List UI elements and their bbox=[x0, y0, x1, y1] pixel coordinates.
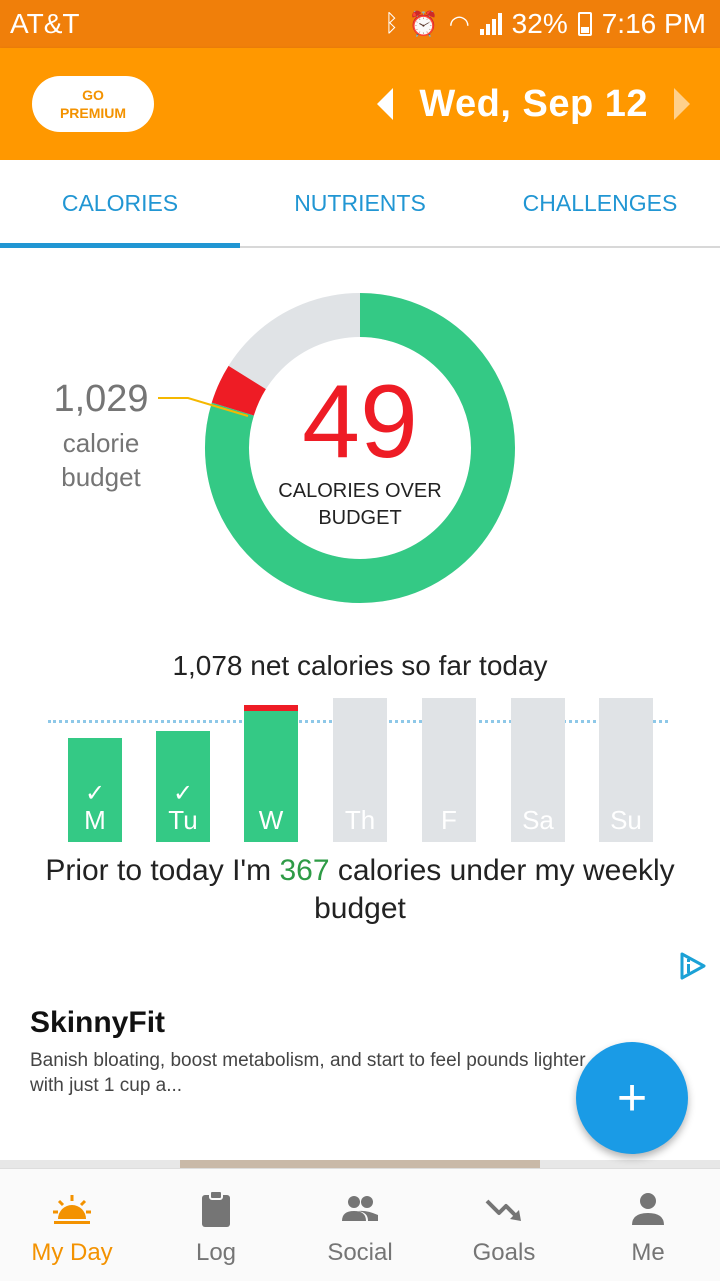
donut-over-arc bbox=[211, 365, 267, 417]
current-date[interactable]: Wed, Sep 12 bbox=[419, 82, 648, 125]
clipboard-icon bbox=[202, 1190, 230, 1227]
tab-calories[interactable]: CALORIES bbox=[0, 160, 240, 248]
prior-suffix: calories under my weekly budget bbox=[314, 854, 675, 925]
clock: 7:16 PM bbox=[601, 8, 706, 39]
people-icon bbox=[342, 1196, 378, 1221]
day-bar-su[interactable]: Su bbox=[599, 698, 653, 842]
go-premium-button[interactable]: GO PREMIUM bbox=[32, 76, 154, 132]
wifi-icon: ◠ bbox=[448, 10, 470, 38]
budget-label: calorie budget bbox=[30, 426, 172, 494]
tab-nutrients[interactable]: NUTRIENTS bbox=[294, 189, 426, 216]
weekly-summary-text: Prior to today I'm 367 calories under my… bbox=[40, 852, 680, 928]
battery-percent: 32% bbox=[511, 8, 568, 39]
calories-over-value: 49 bbox=[302, 364, 418, 480]
person-icon bbox=[632, 1193, 664, 1225]
battery-icon bbox=[577, 12, 592, 36]
over-budget-cap bbox=[244, 705, 298, 711]
nav-label-me: Me bbox=[631, 1239, 665, 1266]
calorie-donut-chart bbox=[158, 293, 515, 603]
next-day-arrow-icon[interactable] bbox=[674, 88, 690, 120]
prior-prefix: Prior to today I'm bbox=[45, 854, 272, 887]
nav-me[interactable]: Me bbox=[576, 1169, 720, 1281]
nav-label-goals: Goals bbox=[472, 1239, 536, 1266]
day-bar-tu[interactable]: ✓ Tu bbox=[156, 731, 210, 842]
ad-image[interactable] bbox=[180, 1160, 540, 1168]
status-bar: AT&T ᛒ ⏰ ◠ 32% 7:16 PM bbox=[0, 0, 720, 48]
day-label: Tu bbox=[168, 805, 198, 835]
nav-log[interactable]: Log bbox=[144, 1169, 288, 1281]
ad-body[interactable]: Banish bloating, boost metabolism, and s… bbox=[30, 1050, 586, 1096]
bluetooth-icon: ᛒ bbox=[384, 10, 399, 37]
weekly-bar-chart[interactable]: ✓ M ✓ Tu W Th F Sa Su bbox=[0, 690, 720, 850]
add-entry-button[interactable]: + bbox=[576, 1042, 688, 1154]
day-bar-m[interactable]: ✓ M bbox=[68, 738, 122, 842]
budget-label-line1: calorie bbox=[62, 428, 140, 458]
day-label: M bbox=[84, 805, 106, 835]
day-label: Su bbox=[610, 805, 642, 835]
premium-line1: GO bbox=[82, 87, 104, 103]
nav-social[interactable]: Social bbox=[288, 1169, 432, 1281]
sunrise-icon bbox=[53, 1195, 91, 1224]
app-header: GO PREMIUM Wed, Sep 12 bbox=[0, 48, 720, 160]
ad-title[interactable]: SkinnyFit bbox=[30, 1006, 166, 1039]
nav-label-social: Social bbox=[327, 1239, 393, 1266]
day-label: F bbox=[441, 805, 457, 835]
day-bar-w[interactable]: W bbox=[244, 705, 298, 842]
prior-value: 367 bbox=[279, 854, 330, 887]
adchoices-icon[interactable] bbox=[676, 950, 708, 982]
over-label-line2: BUDGET bbox=[318, 507, 402, 529]
budget-label-line2: budget bbox=[61, 462, 141, 492]
day-label: W bbox=[258, 805, 284, 835]
day-label: Sa bbox=[522, 805, 554, 835]
day-label: Th bbox=[344, 805, 376, 835]
nav-my-day[interactable]: My Day bbox=[0, 1169, 144, 1281]
previous-day-arrow-icon[interactable] bbox=[377, 88, 394, 120]
status-icons: ᛒ ⏰ ◠ 32% 7:16 PM bbox=[384, 8, 706, 40]
nav-label-my-day: My Day bbox=[31, 1239, 113, 1266]
alarm-icon: ⏰ bbox=[408, 10, 439, 38]
day-bar-sa[interactable]: Sa bbox=[511, 698, 565, 842]
plus-icon: + bbox=[616, 1069, 648, 1127]
premium-line2: PREMIUM bbox=[59, 105, 127, 121]
bottom-navigation: My Day Log Social Goals Me bbox=[0, 1168, 720, 1281]
day-bar-f[interactable]: F bbox=[422, 698, 476, 842]
budget-value: 1,029 bbox=[53, 378, 149, 420]
tab-challenges[interactable]: CHALLENGES bbox=[522, 189, 678, 216]
donut-consumed-arc bbox=[204, 293, 515, 603]
check-icon: ✓ bbox=[84, 780, 106, 807]
over-label-line1: CALORIES OVER bbox=[278, 480, 442, 502]
calories-over-label: CALORIES OVER BUDGET bbox=[260, 478, 460, 532]
carrier-label: AT&T bbox=[10, 8, 80, 39]
nav-goals[interactable]: Goals bbox=[432, 1169, 576, 1281]
date-navigator: Wed, Sep 12 bbox=[377, 48, 690, 160]
check-icon: ✓ bbox=[172, 780, 194, 807]
signal-icon bbox=[479, 13, 502, 35]
nav-label-log: Log bbox=[195, 1239, 237, 1266]
calorie-summary[interactable]: 1,029 calorie budget 49 CALORIES OVER BU… bbox=[0, 250, 720, 640]
trend-down-icon bbox=[485, 1199, 521, 1221]
tab-bar: CALORIES NUTRIENTS CHALLENGES bbox=[0, 160, 720, 248]
budget-pointer-line bbox=[158, 397, 249, 417]
net-calories-text: 1,078 net calories so far today bbox=[172, 650, 548, 681]
day-bar-th[interactable]: Th bbox=[333, 698, 387, 842]
